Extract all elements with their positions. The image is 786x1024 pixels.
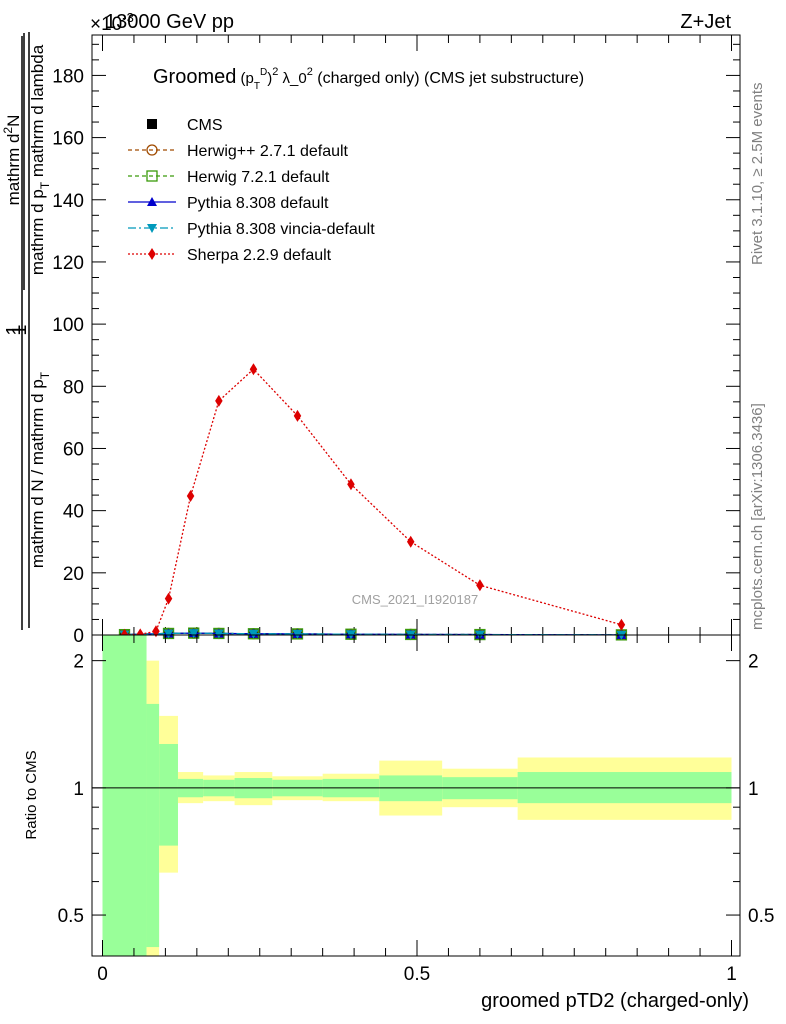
ratio-y-axis-label: Ratio to CMS [23,750,40,839]
main-y-axis: 0 20 40 60 80 100 120 140 160 180 [52,43,740,647]
ratio-y-tick-label: 2 [73,652,84,673]
svg-text:1: 1 [9,324,31,335]
main-y-tick-label: 20 [63,564,84,585]
legend-label: CMS [187,117,223,134]
data-point [163,629,174,639]
ratio-inner-band [159,743,178,846]
ratio-y-tick-label-right: 0.5 [748,906,774,927]
svg-text:mathrm d pT mathrm d lambda: mathrm d pT mathrm d lambda [28,44,52,275]
main-y-tick-label: 120 [52,253,84,274]
main-y-axis-label-text: 1 mathrm d2N mathrm d pT mathrm d lambda… [1,33,52,630]
ratio-y-tick-label: 1 [73,779,84,800]
mcplots-label: mcplots.cern.ch [arXiv:1306.3436] [749,403,766,630]
data-point [476,579,484,592]
main-panel: 0 20 40 60 80 100 120 140 160 180 CMS_2021_I19201… [3,32,741,647]
ratio-inner-band [102,635,147,956]
main-y-tick-label: 140 [52,191,84,212]
svg-text:1: 1 [3,324,25,335]
svg-text:mathrm d N / mathrm d pT: mathrm d N / mathrm d pT [28,371,52,568]
data-point [213,629,224,639]
data-point [293,409,302,422]
ratio-bands [102,635,732,956]
data-point [347,478,355,491]
ratio-panel: 0.5 0.51 12 2 0 0.5 1 Ratio to CMS groomed pT… [23,634,774,1012]
main-title: Groomed (pTD)2 λ_02 (charged only) (CMS … [153,66,584,92]
legend-label: Pythia 8.308 vincia-default [187,221,375,238]
ratio-y-tick-label-right: 1 [748,779,759,800]
main-y-tick-label: 80 [63,377,84,398]
ratio-y-tick-label-right: 2 [748,652,759,673]
series-sherpa-2-2-9-default [120,363,626,641]
data-point [292,629,303,639]
data-point [617,618,626,631]
legend-label: Sherpa 2.2.9 default [187,247,332,264]
main-y-tick-label: 0 [73,626,84,647]
ratio-x-axis: 0 0.5 1 [97,635,737,985]
ratio-x-axis-label: groomed pTD2 (charged-only) [481,990,749,1012]
legend-label: Herwig++ 2.7.1 default [187,143,349,160]
data-point [152,625,160,638]
ratio-inner-band [146,703,160,948]
ratio-x-tick-label: 1 [726,964,737,985]
main-y-tick-label: 60 [63,439,84,460]
data-point [188,629,199,639]
energy-label: 13000 GeV pp [105,11,234,33]
ratio-y-tick-label: 0.5 [58,906,84,927]
data-point [215,394,223,407]
exponent-label: ×10-3 [90,10,134,35]
watermark: CMS_2021_I1920187 [352,592,479,607]
data-point [164,592,173,605]
ratio-plot-frame [91,634,741,957]
legend-marker [148,248,156,260]
rivet-label: Rivet 3.1.10, ≥ 2.5M events [749,83,766,266]
legend-marker [146,170,158,182]
svg-text:mathrm d2N: mathrm d2N [1,115,23,206]
ratio-x-tick-label: 0.5 [404,964,430,985]
ratio-y-axis: 0.5 0.5 1 1 2 2 [58,652,774,957]
main-y-tick-label: 40 [63,502,84,523]
main-y-axis-label: 1 [3,32,30,628]
data-point [406,535,415,548]
legend-label: Pythia 8.308 default [187,195,329,212]
data-point [186,490,195,503]
legend-marker [147,197,157,206]
ratio-x-tick-label: 0 [97,964,108,985]
legend: CMS Herwig++ 2.7.1 default Herwig 7.2.1 de… [128,117,375,264]
legend-marker [147,224,157,233]
process-label: Z+Jet [680,11,731,33]
legend-label: Herwig 7.2.1 default [187,169,330,186]
data-point [248,629,259,639]
data-point [249,363,258,376]
main-y-tick-label: 100 [52,315,84,336]
legend-marker [146,144,158,156]
main-y-tick-label: 160 [52,129,84,150]
legend-marker [147,119,157,129]
main-y-tick-label: 180 [52,66,84,87]
